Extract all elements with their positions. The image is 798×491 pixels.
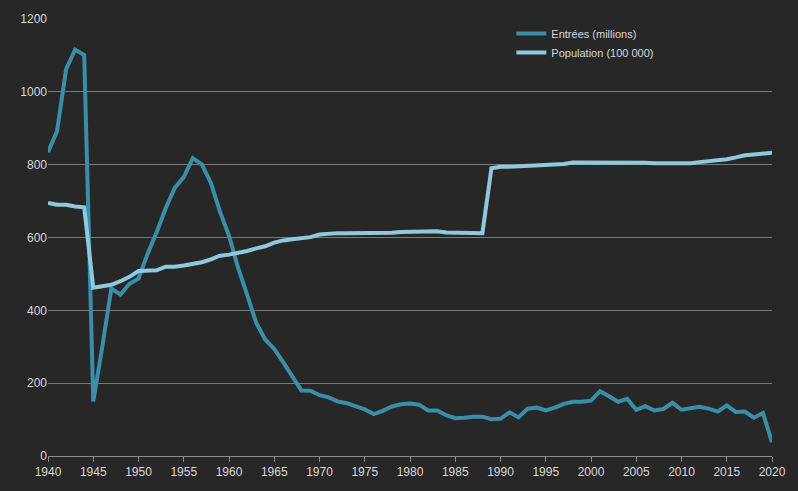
- svg-text:1965: 1965: [261, 465, 288, 479]
- svg-text:1000: 1000: [20, 85, 47, 99]
- svg-text:1200: 1200: [20, 12, 47, 26]
- svg-text:1960: 1960: [216, 465, 243, 479]
- svg-text:1940: 1940: [35, 465, 62, 479]
- svg-text:600: 600: [27, 231, 47, 245]
- svg-text:400: 400: [27, 304, 47, 318]
- svg-text:1950: 1950: [125, 465, 152, 479]
- svg-text:1985: 1985: [442, 465, 469, 479]
- svg-text:1980: 1980: [397, 465, 424, 479]
- svg-text:1945: 1945: [80, 465, 107, 479]
- svg-text:1975: 1975: [351, 465, 378, 479]
- svg-text:2000: 2000: [578, 465, 605, 479]
- svg-text:2020: 2020: [759, 465, 786, 479]
- svg-text:2010: 2010: [668, 465, 695, 479]
- svg-text:1995: 1995: [532, 465, 559, 479]
- svg-text:800: 800: [27, 158, 47, 172]
- svg-text:200: 200: [27, 376, 47, 390]
- svg-text:2005: 2005: [623, 465, 650, 479]
- svg-text:2015: 2015: [713, 465, 740, 479]
- svg-text:Population (100 000): Population (100 000): [551, 47, 653, 59]
- svg-text:1970: 1970: [306, 465, 333, 479]
- svg-text:1990: 1990: [487, 465, 514, 479]
- svg-text:1955: 1955: [170, 465, 197, 479]
- svg-text:0: 0: [40, 449, 47, 463]
- svg-text:Entrées (millions): Entrées (millions): [551, 28, 636, 40]
